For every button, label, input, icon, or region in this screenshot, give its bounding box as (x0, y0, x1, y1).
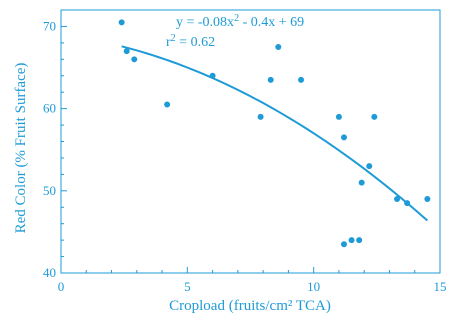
data-point (358, 179, 365, 186)
y-axis-title: Red Color (% Fruit Surface) (13, 63, 29, 234)
data-point (267, 76, 274, 83)
data-point (257, 113, 264, 120)
data-point (394, 196, 401, 203)
data-point (371, 113, 378, 120)
data-point (131, 56, 138, 63)
data-point (164, 101, 171, 108)
x-tick-label: 15 (434, 279, 447, 294)
plot-area (60, 9, 441, 274)
data-point (340, 241, 347, 248)
y-tick-label: 60 (43, 101, 56, 116)
data-points (118, 19, 431, 248)
x-tick-label: 0 (58, 279, 65, 294)
plot-border (60, 9, 441, 274)
y-tick-label: 50 (43, 183, 56, 198)
x-tick-label: 10 (307, 279, 320, 294)
y-axis: 40 50 60 70 (43, 9, 67, 280)
data-point (340, 134, 347, 141)
data-point (366, 163, 373, 170)
data-point (404, 200, 411, 207)
data-point (356, 237, 363, 244)
data-point (209, 72, 216, 79)
y-tick-label: 70 (43, 18, 56, 33)
data-point (118, 19, 125, 26)
x-tick-label: 5 (184, 279, 191, 294)
trendline-equation: y = -0.08x2 - 0.4x + 69 (176, 13, 304, 30)
r-squared-label: r2 = 0.62 (166, 33, 215, 50)
trendline-curve (121, 45, 429, 222)
x-axis: 0 5 10 15 (58, 267, 447, 294)
x-axis-title: Cropload (fruits/cm² TCA) (169, 298, 331, 314)
data-point (348, 237, 355, 244)
data-point (424, 196, 431, 203)
data-point (275, 43, 282, 50)
data-point (123, 48, 130, 55)
data-point (298, 76, 305, 83)
data-point (335, 113, 342, 120)
y-tick-label: 40 (43, 265, 56, 280)
